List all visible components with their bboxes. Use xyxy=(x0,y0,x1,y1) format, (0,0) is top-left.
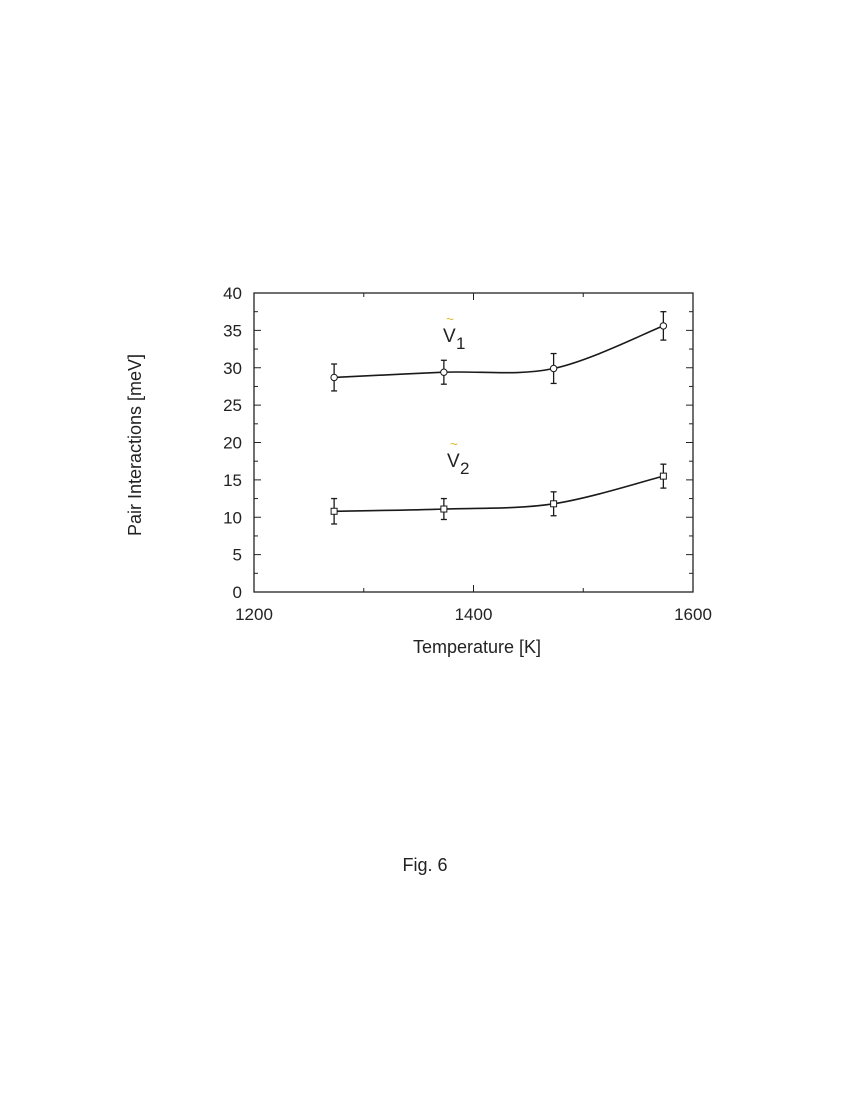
data-point xyxy=(440,505,448,513)
y-tick-label: 40 xyxy=(223,284,242,303)
y-axis-label: Pair Interactions [meV] xyxy=(125,354,145,536)
data-point xyxy=(440,368,448,376)
series-label-subscript: 1 xyxy=(456,334,465,353)
y-tick-label: 30 xyxy=(223,359,242,378)
series-V2: ~V 2 xyxy=(330,436,667,525)
y-tick-label: 15 xyxy=(223,471,242,490)
series-label: V xyxy=(443,326,456,347)
y-tick-label: 5 xyxy=(233,546,242,565)
series-label-tilde: ~ xyxy=(446,311,454,327)
x-axis-label: Temperature [K] xyxy=(413,637,541,657)
series-label-subscript: 2 xyxy=(460,459,469,478)
series-layer: ~V 1~V 2 xyxy=(330,311,668,525)
data-point xyxy=(330,373,338,382)
data-point xyxy=(659,322,668,330)
series-V1: ~V 1 xyxy=(330,311,668,392)
series-line xyxy=(334,325,664,379)
y-tick-label: 20 xyxy=(223,434,242,453)
data-point xyxy=(330,507,338,515)
data-point xyxy=(549,364,558,373)
series-line xyxy=(334,475,664,513)
axes-layer: 0 5 10 15 20 25 30 35 40 1200 1400 1600 xyxy=(223,284,712,624)
y-tick-label: 0 xyxy=(233,583,242,602)
figure-caption: Fig. 6 xyxy=(402,855,448,875)
y-tick-label: 10 xyxy=(223,508,242,527)
y-tick-label: 25 xyxy=(223,396,242,415)
data-point xyxy=(659,472,667,480)
x-tick-label: 1200 xyxy=(235,605,273,624)
data-point xyxy=(550,500,558,508)
x-tick-label: 1600 xyxy=(674,605,712,624)
y-tick-label: 35 xyxy=(223,321,242,340)
series-label-tilde: ~ xyxy=(450,436,458,452)
x-tick-label: 1400 xyxy=(455,605,493,624)
plot-frame xyxy=(253,292,694,593)
series-label: V xyxy=(447,451,460,472)
